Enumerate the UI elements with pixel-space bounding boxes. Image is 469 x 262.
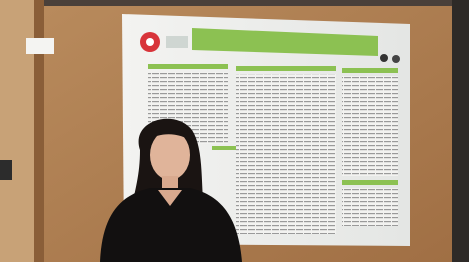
right-wall bbox=[452, 0, 469, 262]
text-block bbox=[342, 76, 398, 176]
face bbox=[150, 130, 190, 180]
logo-right bbox=[380, 54, 388, 62]
section-header bbox=[236, 66, 336, 71]
logo-center bbox=[146, 38, 154, 46]
section-header bbox=[148, 64, 228, 69]
section-header bbox=[212, 146, 236, 150]
small-note bbox=[26, 38, 54, 54]
text-block bbox=[342, 188, 398, 226]
logo-small bbox=[166, 36, 188, 48]
logo-right bbox=[392, 55, 400, 63]
left-object bbox=[0, 160, 12, 180]
photo bbox=[0, 0, 469, 262]
page: (() => { const data = JSON.parse(documen… bbox=[0, 0, 469, 262]
section-header bbox=[342, 180, 398, 185]
text-block bbox=[236, 74, 336, 234]
section-header bbox=[342, 68, 398, 73]
